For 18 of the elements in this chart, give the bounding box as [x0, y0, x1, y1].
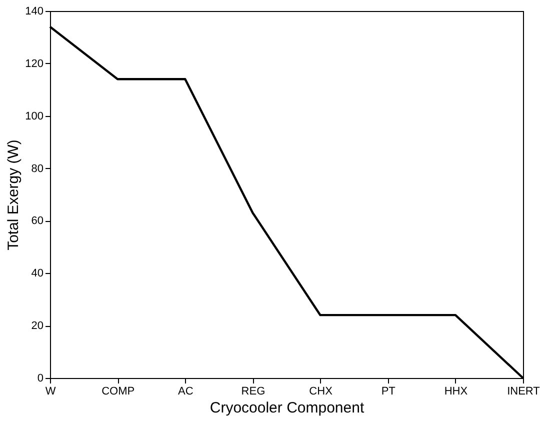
y-tick-label: 80: [31, 162, 44, 175]
x-tick-label: HHX: [444, 386, 468, 398]
x-tick-label: CHX: [309, 386, 334, 398]
y-tick-label: 40: [31, 268, 44, 280]
x-tick-label: W: [45, 386, 56, 398]
y-tick-label: 20: [31, 320, 44, 332]
x-tick-label: REG: [241, 386, 266, 398]
y-axis-title: Total Exergy (W): [5, 140, 22, 250]
y-tick-label: 0: [37, 372, 44, 384]
x-tick-label: INERT: [507, 386, 540, 398]
x-tick-label: PT: [381, 386, 396, 398]
y-tick-label: 140: [25, 6, 44, 18]
y-tick-label: 120: [25, 58, 44, 70]
y-tick-label: 100: [25, 110, 44, 122]
x-axis-title: Cryocooler Component: [210, 400, 365, 416]
x-tick-label: COMP: [102, 386, 135, 398]
y-tick-label: 60: [31, 215, 44, 228]
x-tick-label: AC: [178, 386, 194, 398]
